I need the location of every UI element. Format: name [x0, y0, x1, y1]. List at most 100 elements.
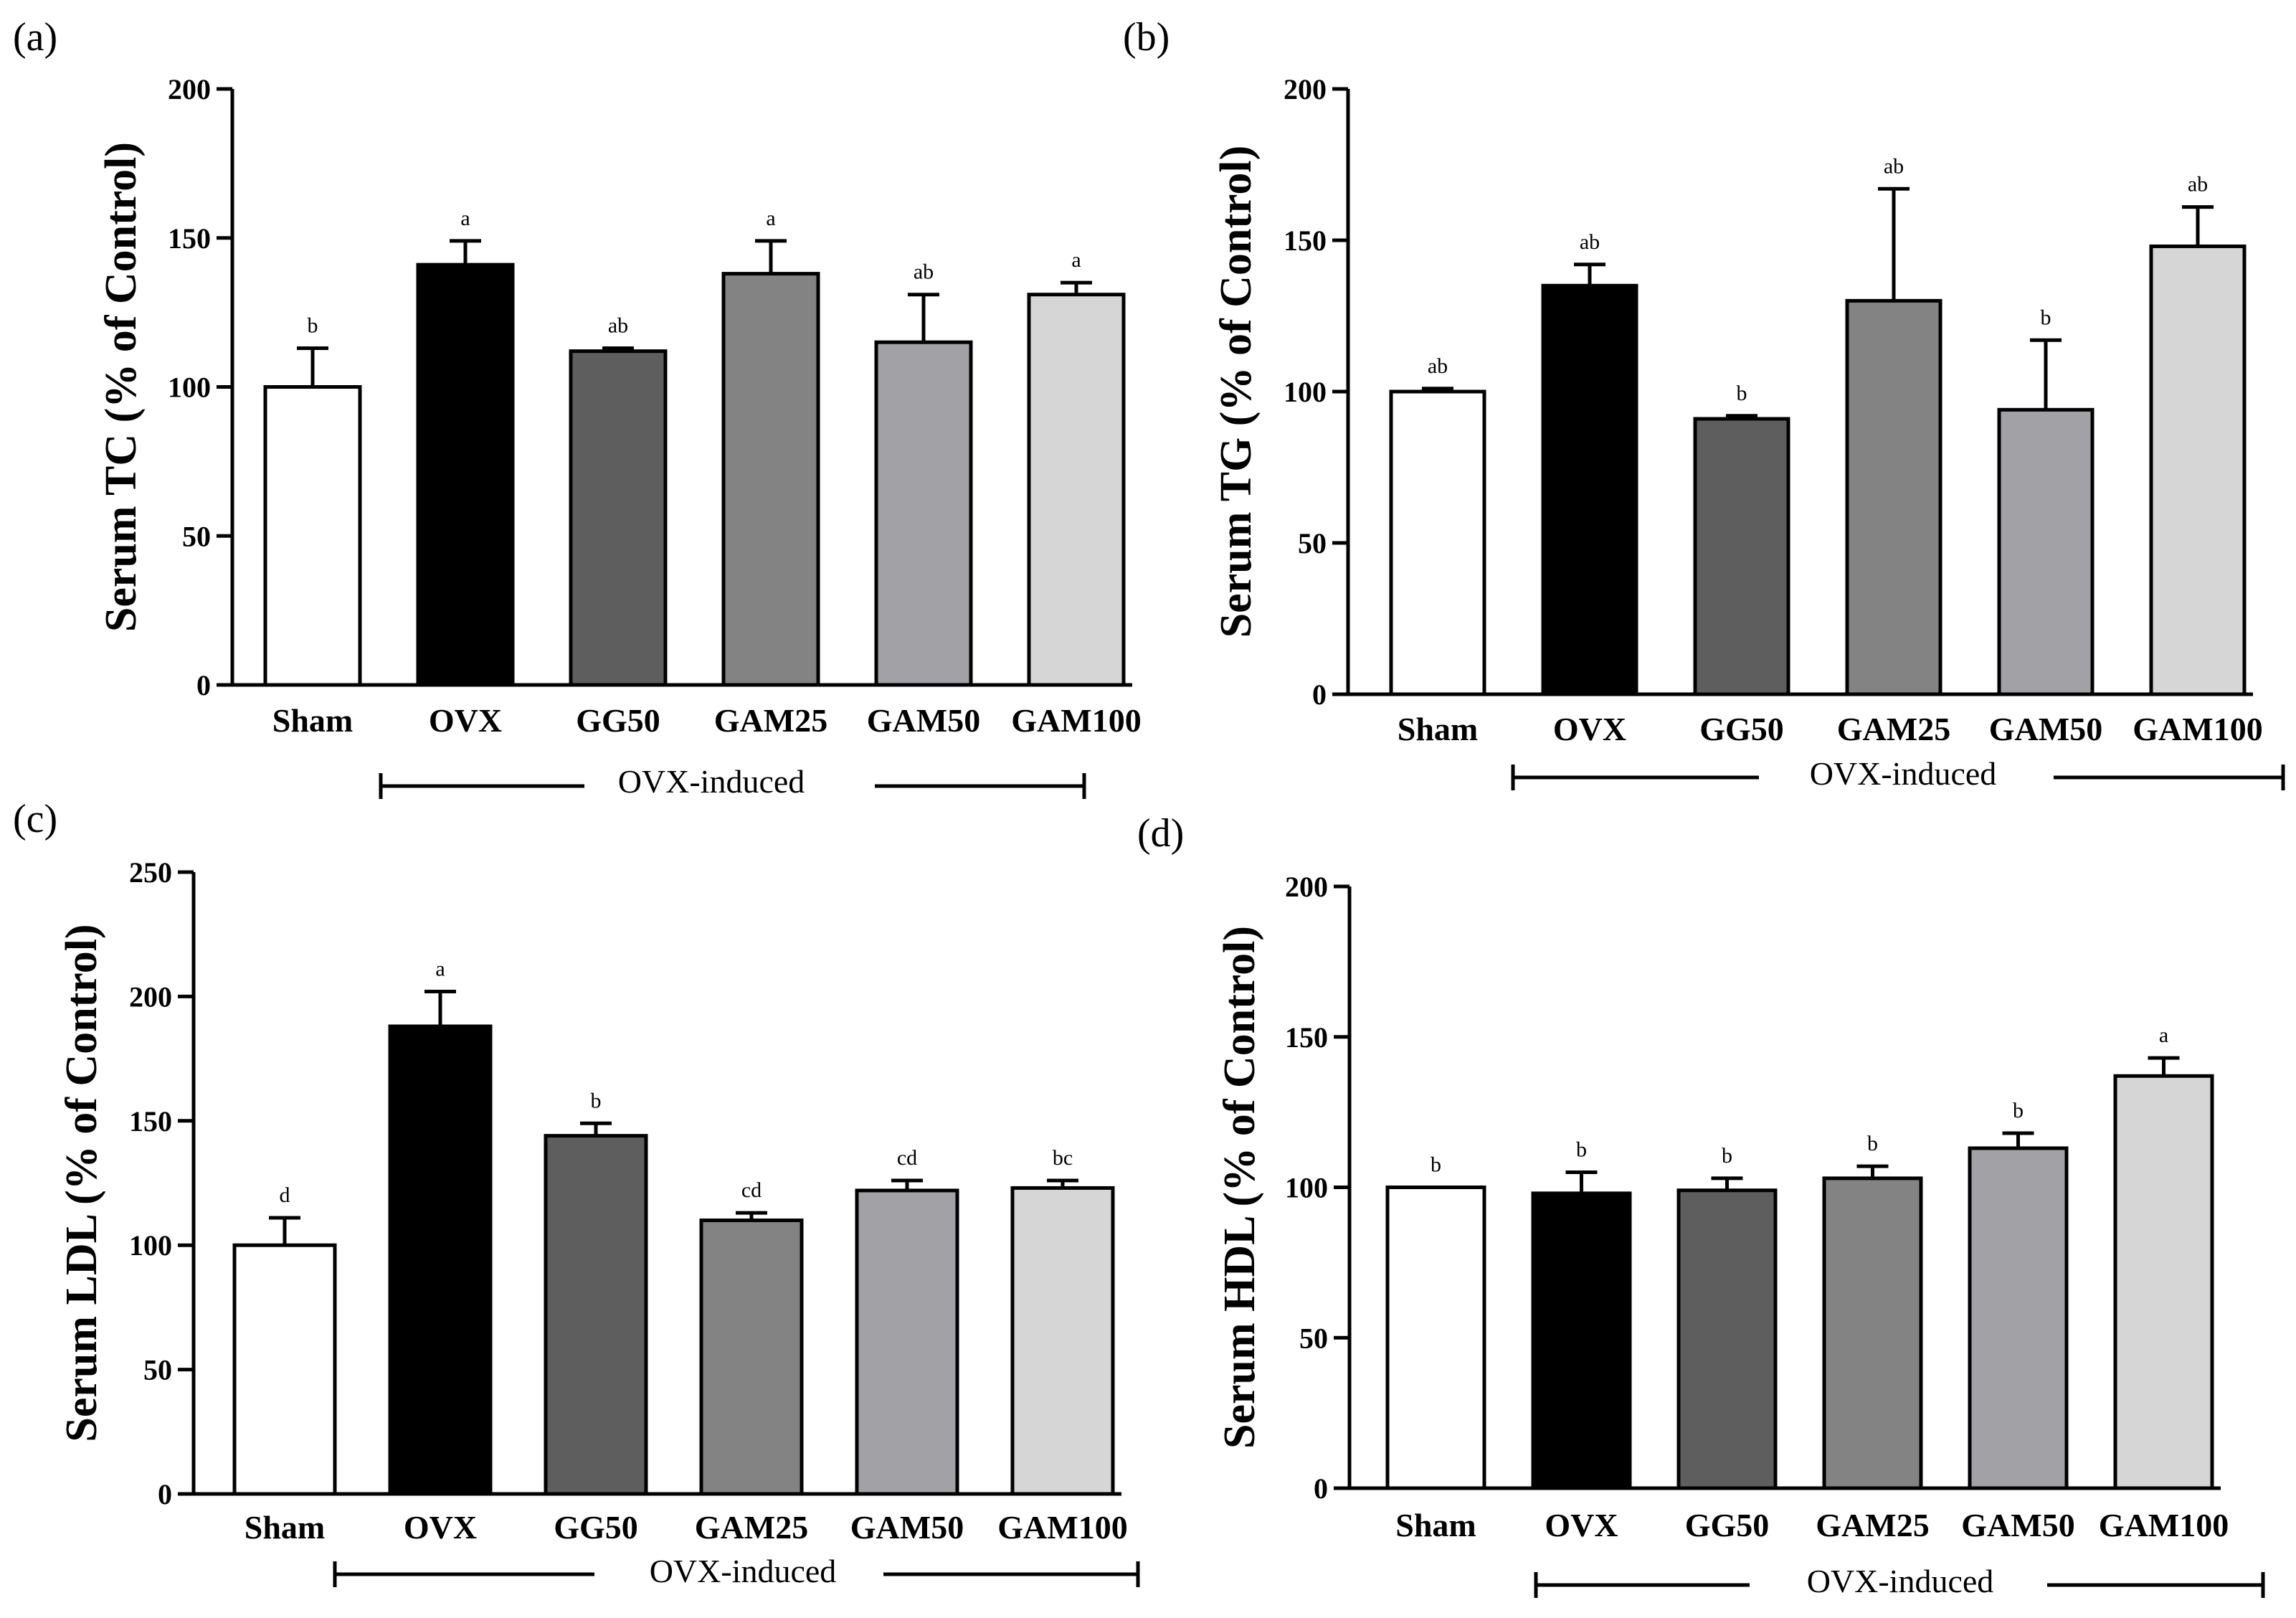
x-tick-label: Sham	[272, 702, 353, 739]
bar-sham	[1389, 389, 1486, 696]
group-label: OVX-induced	[650, 1553, 837, 1589]
bar-ovx	[388, 1024, 493, 1496]
significance-label: b	[2013, 1099, 2024, 1122]
x-tick-label: GG50	[1699, 711, 1784, 747]
y-tick-label: 0	[158, 1478, 172, 1510]
bar-gg50	[544, 1134, 648, 1496]
y-tick-label: 200	[129, 980, 172, 1013]
significance-label: a	[435, 957, 445, 980]
y-tick-label: 50	[182, 520, 211, 552]
y-tick-label: 50	[1299, 1322, 1328, 1354]
significance-label: b	[1722, 1144, 1732, 1168]
y-tick-label: 150	[1284, 224, 1327, 257]
bar-gam100	[1027, 293, 1126, 687]
bar-sham	[1385, 1186, 1486, 1490]
x-tick-label: OVX	[404, 1509, 477, 1546]
x-tick-label: GAM100	[2099, 1507, 2229, 1543]
bar-gam50	[855, 1188, 959, 1496]
x-tick-label: GAM50	[1989, 711, 2102, 747]
significance-label: a	[460, 207, 470, 230]
x-tick-label: GAM50	[867, 702, 980, 739]
y-tick-label: 50	[143, 1354, 172, 1386]
x-tick-label: Sham	[1398, 711, 1478, 747]
x-tick-label: GAM25	[1837, 711, 1950, 747]
significance-label: b	[1431, 1153, 1441, 1177]
y-axis-title: Serum LDL (% of Control)	[57, 924, 106, 1442]
significance-label: ab	[1428, 354, 1448, 378]
x-tick-label: OVX	[429, 702, 502, 739]
y-axis-title: Serum HDL (% of Control)	[1215, 926, 1264, 1449]
significance-label: ab	[608, 313, 628, 337]
bar-gam25	[721, 272, 820, 687]
y-tick-label: 100	[168, 372, 211, 404]
y-tick-label: 100	[1284, 376, 1327, 408]
chart-panel-2: (b) Serum TG (% of Control) ab Sham ab OVX b GG…	[1123, 15, 2285, 792]
chart-panel-4: (d) Serum HDL (% of Control) b Sham b OVX b GG5…	[1137, 811, 2265, 1599]
bar-gam100	[2113, 1074, 2214, 1490]
significance-label: cd	[897, 1146, 917, 1170]
significance-label: b	[1576, 1138, 1587, 1162]
significance-label: ab	[2188, 173, 2208, 197]
significance-label: ab	[1884, 154, 1904, 178]
x-tick-label: OVX	[1545, 1507, 1618, 1543]
x-tick-label: GG50	[1685, 1507, 1770, 1543]
x-tick-label: GAM100	[1011, 702, 1141, 739]
significance-label: b	[1737, 382, 1747, 405]
significance-label: b	[2041, 306, 2051, 329]
bar-sham	[232, 1243, 337, 1496]
y-tick-label: 150	[168, 222, 211, 255]
y-axis-title: Serum TG (% of Control)	[1212, 146, 1261, 638]
panel-label: (a)	[13, 15, 57, 60]
y-tick-label: 200	[1284, 73, 1327, 105]
y-tick-label: 100	[129, 1229, 172, 1262]
group-label: OVX-induced	[1807, 1563, 1994, 1599]
bar-gam25	[1822, 1176, 1923, 1490]
x-tick-label: GAM25	[1816, 1507, 1929, 1543]
x-tick-label: Sham	[245, 1509, 325, 1546]
bar-gam25	[1845, 298, 1942, 696]
chart-panel-3: (c) Serum LDL (% of Control) d Sham a OVX b GG5…	[13, 797, 1140, 1589]
bar-gam25	[699, 1219, 804, 1496]
bar-gam50	[1968, 1146, 2069, 1490]
y-tick-label: 0	[1314, 1472, 1328, 1505]
chart-panel-1: (a) Serum TC (% of Control) b Sham a OVX ab GG5…	[13, 15, 1142, 800]
x-tick-label: OVX	[1553, 711, 1626, 747]
y-tick-label: 250	[129, 856, 172, 889]
bar-ovx	[1531, 1191, 1632, 1490]
significance-label: ab	[914, 260, 934, 284]
x-tick-label: GAM100	[2133, 711, 2262, 747]
bar-gg50	[569, 349, 668, 687]
y-tick-label: 200	[168, 73, 211, 105]
bar-gg50	[1676, 1188, 1778, 1490]
bar-sham	[263, 385, 362, 687]
y-tick-label: 0	[1312, 678, 1327, 711]
x-tick-label: GAM50	[850, 1509, 964, 1546]
significance-label: a	[2159, 1023, 2168, 1047]
bar-gg50	[1693, 417, 1790, 696]
significance-label: a	[766, 207, 775, 230]
bar-gam100	[2149, 244, 2247, 696]
bar-ovx	[1541, 283, 1638, 696]
y-tick-label: 0	[196, 669, 211, 701]
x-tick-label: GAM100	[997, 1509, 1127, 1546]
significance-label: d	[280, 1183, 290, 1207]
panel-label: (b)	[1123, 15, 1170, 60]
significance-label: cd	[741, 1178, 762, 1202]
significance-label: bc	[1053, 1146, 1073, 1170]
bar-gam50	[874, 340, 973, 687]
bar-ovx	[416, 262, 515, 687]
y-tick-label: 50	[1298, 527, 1327, 559]
significance-label: b	[308, 313, 318, 337]
group-label: OVX-induced	[618, 763, 805, 800]
x-tick-label: GAM50	[1961, 1507, 2074, 1543]
panel-label: (c)	[13, 797, 57, 841]
significance-label: b	[1867, 1132, 1878, 1155]
bar-gam50	[1997, 407, 2095, 696]
panel-label: (d)	[1137, 811, 1184, 856]
group-label: OVX-induced	[1810, 755, 1997, 792]
y-tick-label: 150	[1285, 1021, 1328, 1054]
x-tick-label: GAM25	[714, 702, 827, 739]
x-tick-label: GG50	[554, 1509, 638, 1546]
significance-label: a	[1071, 248, 1081, 272]
